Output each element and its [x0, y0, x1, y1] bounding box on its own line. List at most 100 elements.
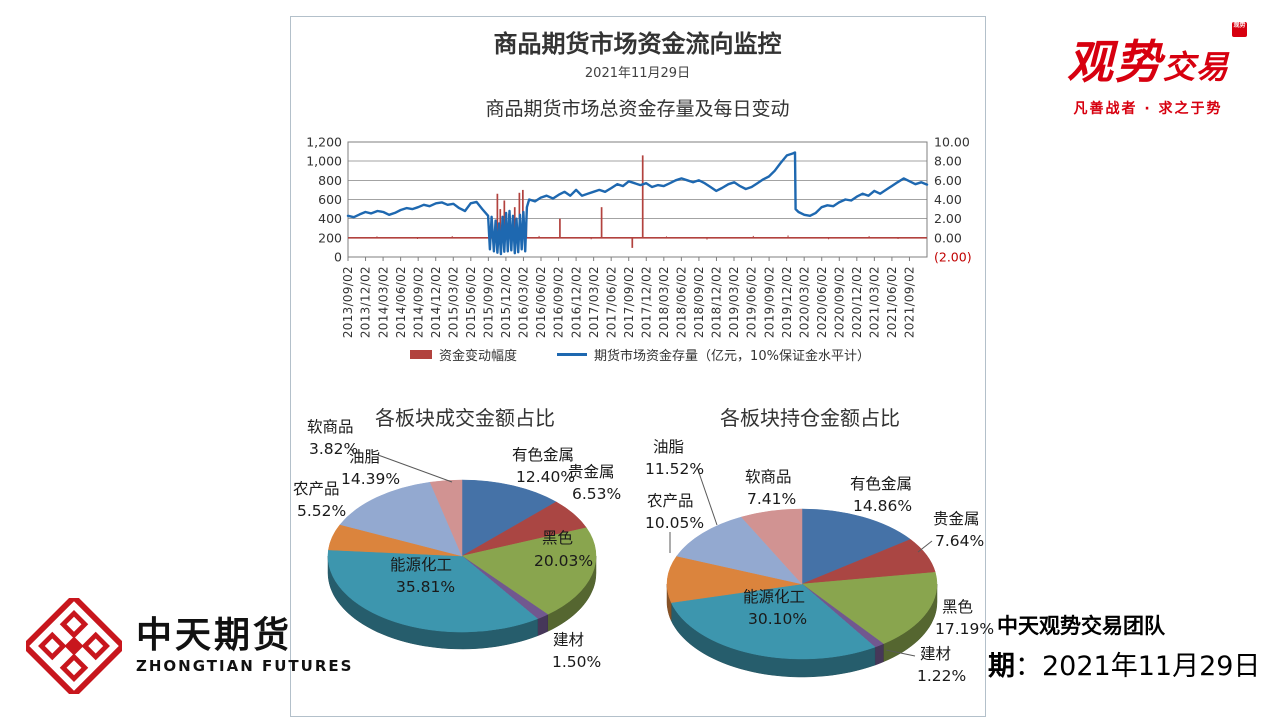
pie-label-value-2: 20.03%: [534, 552, 593, 570]
guanshi-logo-part2: 交易: [1162, 48, 1229, 86]
zhongtian-name-cn: 中天期货: [136, 614, 293, 656]
pie-label-value-7: 7.41%: [747, 490, 796, 508]
x-axis-tick-label: 2019/03/02: [727, 266, 741, 338]
left-axis-tick-label: 400: [318, 211, 342, 226]
report-title: 商品期货市场资金流向监控: [493, 30, 782, 58]
x-axis-tick-label: 2015/06/02: [464, 266, 478, 338]
right-axis-tick-label: 8.00: [934, 154, 962, 169]
pie-label-name-1: 贵金属: [568, 463, 615, 481]
x-axis-tick-label: 2016/09/02: [552, 266, 566, 338]
guanshi-seal-icon: 观势: [1232, 22, 1247, 37]
x-axis-tick-label: 2014/06/02: [394, 266, 408, 338]
footer-date-value: 2021年11月29日: [1042, 651, 1261, 682]
pie-label-name-7: 软商品: [745, 468, 792, 486]
pie-label-value-5: 10.05%: [645, 514, 704, 532]
x-axis-tick-label: 2019/09/02: [762, 266, 776, 338]
pie-label-name-7: 软商品: [307, 418, 354, 436]
legend-swatch-change-icon: [410, 350, 433, 359]
x-axis-tick-label: 2020/09/02: [832, 266, 846, 338]
x-axis-tick-label: 2013/09/02: [341, 266, 355, 338]
zhongtian-name-en: ZHONGTIAN FUTURES: [136, 657, 354, 676]
x-axis-tick-label: 2016/03/02: [517, 266, 531, 338]
guanshi-logo: 观势交易 观势 凡善战者 · 求之于势: [1038, 22, 1258, 118]
right-axis-tick-label: 2.00: [934, 211, 962, 226]
legend-label-storage: 期货市场资金存量（亿元，10%保证金水平计）: [594, 349, 870, 364]
pie-leader-line-2: [917, 540, 933, 553]
x-axis-tick-label: 2018/09/02: [692, 266, 706, 338]
pie-chart-position: 有色金属 14.86% 贵金属 7.64% 黑色 17.19% 建材 1.22% 能源化工 30.…: [645, 438, 994, 685]
left-axis-tick-label: 800: [318, 173, 342, 188]
guanshi-tagline: 凡善战者 · 求之于势: [1073, 101, 1223, 117]
storage-line: [346, 151, 929, 256]
report-date: 2021年11月29日: [584, 66, 691, 81]
legend-label-change: 资金变动幅度: [439, 349, 518, 364]
pie-label-name-5: 农产品: [293, 480, 340, 498]
x-axis-tick-label: 2015/12/02: [499, 266, 513, 338]
pie-label-value-6: 11.52%: [645, 460, 704, 478]
pie-label-name-3: 建材: [553, 631, 584, 649]
right-axis-tick-label: (2.00): [934, 250, 972, 265]
legend-swatch-storage-icon: [557, 353, 588, 356]
zhongtian-logo: 中天期货 ZHONGTIAN FUTURES: [26, 598, 353, 694]
left-axis-tick-label: 1,000: [306, 154, 342, 169]
x-axis-tick-label: 2014/12/02: [429, 266, 443, 338]
pie-label-value-0: 14.86%: [853, 497, 912, 515]
x-axis-tick-label: 2014/03/02: [376, 266, 390, 338]
pie-slice-7: [429, 479, 463, 557]
guanshi-logo-part1: 观势: [1066, 35, 1163, 89]
pie-label-name-1: 贵金属: [933, 510, 980, 528]
line-chart-legend: 资金变动幅度 期货市场资金存量（亿元，10%保证金水平计）: [320, 345, 960, 364]
pie-label-value-4: 35.81%: [396, 578, 455, 596]
pie-label-value-7: 3.82%: [309, 440, 358, 458]
left-axis-tick-label: 600: [318, 192, 342, 207]
x-axis-tick-label: 2019/12/02: [780, 266, 794, 338]
x-axis-tick-label: 2015/09/02: [482, 266, 496, 338]
right-axis-tick-label: 0.00: [934, 230, 962, 245]
pie-slice-0: [461, 479, 557, 557]
pie-slice-2: [801, 572, 938, 645]
pie-slice-5: [666, 555, 803, 603]
pie-slice-side-3: [874, 643, 884, 666]
pie-label-name-4: 能源化工: [390, 556, 452, 574]
line-chart-title: 商品期货市场总资金存量及每日变动: [485, 98, 790, 120]
right-axis-tick-label: 10.00: [934, 135, 970, 150]
pie-leader-line-0: [696, 466, 718, 526]
footer-date-label: 期: [988, 651, 1015, 682]
x-axis-tick-label: 2021/09/02: [903, 266, 917, 338]
pie-leader-line-3: [885, 649, 916, 657]
x-axis-tick-label: 2017/09/02: [622, 266, 636, 338]
pie-label-value-5: 5.52%: [297, 502, 346, 520]
x-axis-tick-label: 2016/12/02: [569, 266, 583, 338]
line-chart: 0 200 400 600 800 1,000 1,200 (2.00) 0.00 2.00 4.0…: [306, 135, 972, 339]
pie-label-value-4: 30.10%: [748, 610, 807, 628]
x-axis-tick-label: 2020/06/02: [815, 266, 829, 338]
x-axis-tick-label: 2020/03/02: [797, 266, 811, 338]
plot-frame: [347, 141, 928, 258]
pie-label-name-2: 黑色: [942, 598, 973, 616]
x-axis-tick-label: 2018/06/02: [675, 266, 689, 338]
footer-date-colon: ：: [1015, 651, 1042, 682]
pie-label-name-6: 油脂: [349, 448, 380, 466]
pie-label-value-0: 12.40%: [516, 468, 575, 486]
pie-label-value-1: 7.64%: [935, 532, 984, 550]
x-axis-tick-label: 2018/12/02: [710, 266, 724, 338]
pie-label-value-1: 6.53%: [572, 485, 621, 503]
pie-label-name-0: 有色金属: [512, 446, 574, 464]
x-axis-tick-label: 2021/03/02: [868, 266, 882, 338]
pie-label-name-6: 油脂: [653, 438, 684, 456]
pie-label-value-3: 1.22%: [917, 667, 966, 685]
pie-label-value-3: 1.50%: [552, 653, 601, 671]
pie-slice-4: [670, 583, 876, 660]
pie-label-name-5: 农产品: [647, 492, 694, 510]
pie-label-name-3: 建材: [920, 645, 951, 663]
pie-label-name-4: 能源化工: [743, 588, 805, 606]
pie-slice-7: [740, 508, 803, 585]
zhongtian-text: 中天期货 ZHONGTIAN FUTURES: [136, 614, 354, 676]
x-axis-tick-label: 2019/06/02: [745, 266, 759, 338]
zhongtian-diamond-icon: [26, 598, 122, 694]
pie-slice-2: [461, 527, 597, 615]
x-axis-tick-label: 2017/03/02: [587, 266, 601, 338]
x-axis-tick-label: 2015/03/02: [446, 266, 460, 338]
x-axis-tick-label: 2016/06/02: [534, 266, 548, 338]
